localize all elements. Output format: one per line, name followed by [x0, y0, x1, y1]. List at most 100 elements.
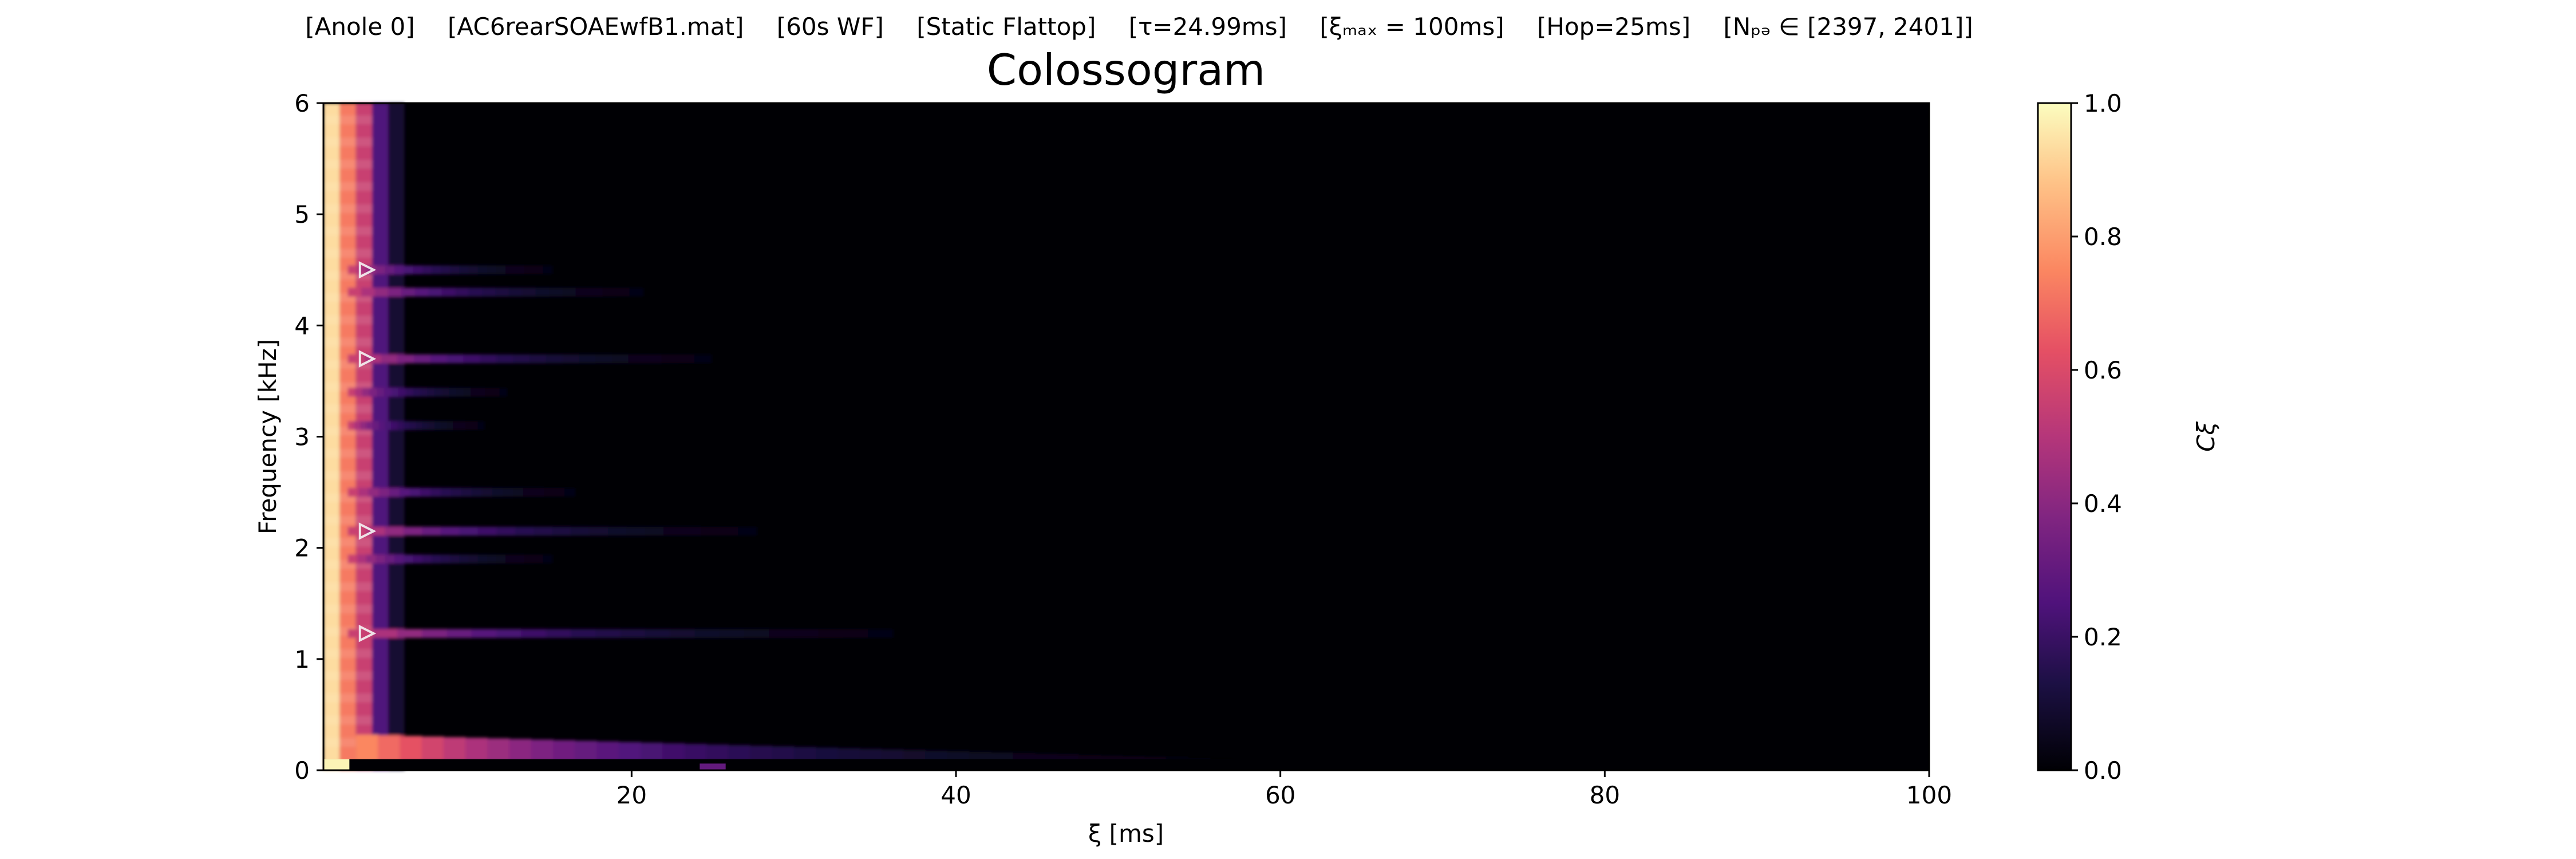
column-striation: [323, 315, 372, 325]
coherence-band-6: [477, 526, 497, 536]
coherence-band-4: [440, 421, 448, 430]
coherence-band-4: [416, 421, 423, 430]
coherence-band-7: [422, 554, 432, 564]
coherence-band-5: [389, 487, 400, 497]
low-frequency-ridge: [1122, 756, 1145, 762]
coherence-band-4: [453, 421, 460, 430]
low-frequency-ridge: [618, 742, 641, 762]
low-frequency-ridge: [377, 735, 401, 762]
coherence-band-4: [391, 421, 398, 430]
coherence-band-8: [818, 629, 844, 638]
coherence-band-0: [505, 265, 516, 275]
coherence-band-1: [535, 287, 550, 297]
peak-markers: [358, 261, 377, 643]
coherence-band-7: [394, 554, 404, 564]
coherence-band-6: [682, 526, 702, 536]
coherence-band-3: [463, 388, 472, 397]
coherence-band-4: [465, 421, 472, 430]
low-frequency-ridge: [750, 746, 773, 762]
coherence-band-4: [372, 421, 380, 430]
coherence-band-3: [471, 388, 479, 397]
coherence-band-3: [391, 388, 399, 397]
coherence-band-5: [420, 487, 431, 497]
low-frequency-ridge: [400, 736, 422, 762]
low-lag-column-4: [372, 103, 389, 770]
column-striation: [323, 715, 372, 725]
low-frequency-ridge: [947, 751, 970, 762]
coherence-band-2: [529, 354, 547, 364]
coherence-band-1: [602, 287, 617, 297]
coherence-band-3: [413, 388, 421, 397]
coherence-band-7: [450, 554, 460, 564]
coherence-band-0: [385, 265, 395, 275]
suptitle-window: [Static Flattop]: [916, 13, 1096, 41]
coherence-band-7: [413, 554, 423, 564]
coherence-band-2: [579, 354, 596, 364]
coherence-band-0: [431, 265, 441, 275]
low-lag-column-2: [339, 103, 356, 770]
coherence-band-7: [543, 554, 553, 564]
low-frequency-ridge: [881, 749, 904, 762]
y-tick-label: 2: [294, 534, 310, 562]
coherence-band-4: [360, 421, 367, 430]
coherence-band-2: [463, 354, 481, 364]
coherence-band-5: [554, 487, 566, 497]
coherence-band-0: [450, 265, 460, 275]
low-frequency-ridge: [990, 752, 1014, 762]
coherence-band-3: [427, 388, 435, 397]
column-striation: [323, 448, 372, 458]
coherence-band-5: [461, 487, 472, 497]
colorbar-tick-label: 0.2: [2084, 623, 2122, 651]
dc-band: [323, 759, 1929, 770]
coherence-band-7: [431, 554, 441, 564]
coherence-band-6: [701, 526, 720, 536]
low-frequency-ridge: [793, 747, 816, 762]
low-frequency-ridge: [684, 743, 707, 762]
coherence-band-5: [523, 487, 535, 497]
coherence-band-3: [355, 388, 363, 397]
coherence-band-8: [645, 629, 671, 638]
coherence-band-8: [843, 629, 869, 638]
coherence-band-7: [347, 554, 358, 564]
coherence-band-3: [398, 388, 406, 397]
coherence-band-5: [481, 487, 493, 497]
coherence-band-1: [575, 287, 590, 297]
coherence-band-2: [694, 354, 712, 364]
coherence-band-8: [694, 629, 720, 638]
coherence-band-0: [413, 265, 423, 275]
coherence-band-4: [397, 421, 404, 430]
coherence-band-6: [534, 526, 553, 536]
y-tick-label: 3: [294, 423, 310, 451]
low-frequency-ridge: [837, 748, 860, 762]
low-lag-column-3: [355, 103, 372, 770]
coherence-band-3: [376, 388, 385, 397]
coherence-band-3: [384, 388, 392, 397]
colorbar-tick-label: 0.4: [2084, 490, 2122, 518]
y-tick-label: 1: [294, 645, 310, 673]
coherence-band-5: [512, 487, 524, 497]
coherence-band-5: [409, 487, 421, 497]
coherence-band-3: [362, 388, 370, 397]
coherence-band-7: [366, 554, 377, 564]
suptitle-subject: [Anole 0]: [305, 13, 415, 41]
low-frequency-ridge: [596, 741, 619, 762]
coherence-band-3: [492, 388, 500, 397]
coherence-band-1: [495, 287, 509, 297]
coherence-band-0: [487, 265, 497, 275]
coherence-band-3: [369, 388, 377, 397]
coherence-band-2: [430, 354, 448, 364]
low-frequency-ridge: [859, 748, 882, 762]
column-striation: [323, 160, 372, 169]
coherence-band-6: [663, 526, 683, 536]
coherence-band-5: [440, 487, 452, 497]
column-striation: [323, 604, 372, 614]
colorbar-gradient: [2037, 102, 2072, 771]
y-axis: 0 1 2 3 4 5 6: [294, 89, 323, 785]
coherence-band-0: [376, 265, 386, 275]
dc-band-artifact: [700, 763, 726, 770]
coherence-band-7: [376, 554, 386, 564]
coherence-band-6: [570, 526, 590, 536]
suptitle-file: [AC6rearSOAEwfB1.mat]: [448, 13, 744, 41]
colorbar-tick-label: 0.6: [2084, 356, 2122, 384]
